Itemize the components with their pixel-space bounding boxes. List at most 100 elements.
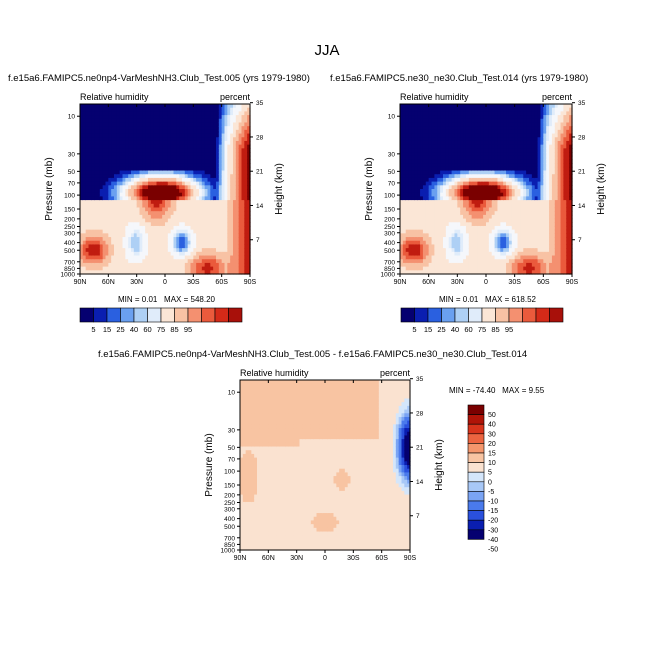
panel-2-cell bbox=[497, 233, 501, 238]
panel-1-cell bbox=[216, 126, 220, 131]
panel-2-cell bbox=[405, 129, 410, 135]
panel-1-cell bbox=[80, 152, 84, 157]
panel-1-cell bbox=[148, 237, 152, 242]
panel-2-cell bbox=[511, 152, 516, 157]
panel-1-cell bbox=[105, 129, 109, 135]
panel-2-cell bbox=[526, 229, 530, 234]
panel-1-cell bbox=[207, 174, 211, 179]
panel-2-cell bbox=[477, 170, 481, 175]
panel-1-cell bbox=[133, 196, 138, 201]
panel-2-cell bbox=[400, 163, 404, 168]
panel-1-cell bbox=[102, 237, 107, 242]
panel-2-cell bbox=[431, 159, 435, 164]
panel-1-cell bbox=[142, 159, 146, 164]
panel-1-cell bbox=[224, 155, 228, 161]
panel-1-cell bbox=[167, 225, 172, 231]
panel-1-cell bbox=[244, 140, 248, 146]
panel-1-cell bbox=[165, 266, 169, 271]
panel-1-cell bbox=[187, 104, 192, 109]
panel-1-cell bbox=[99, 237, 104, 242]
panel-2-cell bbox=[529, 248, 533, 253]
panel-2-cell bbox=[431, 229, 435, 234]
panel-1-cell bbox=[224, 174, 228, 179]
panel-1-cell bbox=[210, 222, 214, 227]
panel-2-cell bbox=[477, 104, 481, 109]
panel-2-cell bbox=[511, 126, 516, 131]
panel-1-cell bbox=[221, 140, 226, 146]
panel-1-cell bbox=[145, 107, 149, 112]
panel-2-cell bbox=[506, 140, 510, 146]
panel-1-cell bbox=[227, 115, 231, 120]
panel-1-cell bbox=[108, 111, 112, 116]
panel-1-cell bbox=[235, 115, 240, 120]
panel-1-cell bbox=[153, 222, 158, 227]
panel-2-cell bbox=[454, 170, 458, 175]
panel-1-cell bbox=[102, 111, 107, 116]
panel-2-cell bbox=[402, 148, 407, 153]
panel-1-cell bbox=[125, 259, 129, 264]
panel-2-cell bbox=[402, 270, 407, 275]
panel-2-cell bbox=[480, 159, 484, 164]
panel-2-cell bbox=[497, 129, 501, 135]
panel-1-cell bbox=[145, 237, 149, 242]
panel-2-cell bbox=[443, 196, 447, 201]
panel-1-cell bbox=[136, 211, 141, 216]
panel-2-cell bbox=[511, 233, 516, 238]
panel-2-cell bbox=[400, 207, 404, 212]
panel-1-cell bbox=[156, 144, 160, 149]
panel-2-cell bbox=[451, 255, 456, 260]
panel-1-cell bbox=[136, 118, 141, 124]
panel-1-cell bbox=[213, 174, 217, 179]
panel-2-cell bbox=[460, 181, 464, 186]
panel-1-cell bbox=[241, 170, 245, 175]
panel-1-cell bbox=[97, 237, 101, 242]
panel-1-cell bbox=[241, 255, 245, 260]
panel-1-cell bbox=[116, 118, 121, 124]
panel-2-cell bbox=[488, 222, 493, 227]
panel-2-cell bbox=[500, 107, 504, 112]
panel-1-cell bbox=[182, 244, 186, 249]
panel-2-cell bbox=[488, 115, 493, 120]
panel-2-cell bbox=[405, 211, 410, 216]
panel-2-cell bbox=[428, 159, 433, 164]
panel-2-cell bbox=[405, 166, 410, 172]
panel-1-cell bbox=[204, 129, 209, 135]
panel-1-cell bbox=[238, 222, 243, 227]
panel-2-cell bbox=[417, 203, 421, 209]
panel-1-cell bbox=[156, 237, 160, 242]
panel-2-cell bbox=[422, 214, 427, 220]
panel-1-cell bbox=[119, 266, 124, 271]
panel-2-cell bbox=[529, 148, 533, 153]
panel-2-cell bbox=[422, 237, 427, 242]
panel-1-cell bbox=[218, 174, 223, 179]
panel-2-cell bbox=[420, 166, 424, 172]
panel-2-cell bbox=[437, 174, 441, 179]
panel-1-cell bbox=[82, 251, 87, 257]
panel-1-cell bbox=[193, 104, 197, 109]
panel-2-cell bbox=[526, 104, 530, 109]
panel-1-cell bbox=[105, 207, 109, 212]
panel-2-cell bbox=[500, 144, 504, 149]
panel-1-cell bbox=[199, 159, 203, 164]
panel-2-cell bbox=[491, 237, 496, 242]
panel-2-cell bbox=[531, 111, 536, 116]
panel-1-y-tick-label: 10 bbox=[68, 114, 76, 121]
panel-1-cell bbox=[119, 214, 124, 220]
panel-2-cell bbox=[511, 259, 516, 264]
panel-1-cell bbox=[108, 129, 112, 135]
panel-1-cell bbox=[244, 225, 248, 231]
panel-1-cell bbox=[179, 255, 183, 260]
panel-1-cell bbox=[193, 159, 197, 164]
panel-1-cell bbox=[247, 222, 251, 227]
panel-1-cell bbox=[80, 177, 84, 183]
panel-1-cell bbox=[156, 233, 160, 238]
panel-1-cell bbox=[116, 255, 121, 260]
panel-2-cell bbox=[477, 237, 481, 242]
panel-2-cell bbox=[405, 159, 410, 164]
panel-1-cell bbox=[193, 251, 197, 257]
panel-1-cell bbox=[176, 140, 180, 146]
panel-2-cell bbox=[440, 248, 444, 253]
panel-2-cell bbox=[523, 200, 527, 205]
panel-2-cell bbox=[411, 166, 415, 172]
panel-1-cell bbox=[196, 181, 200, 186]
